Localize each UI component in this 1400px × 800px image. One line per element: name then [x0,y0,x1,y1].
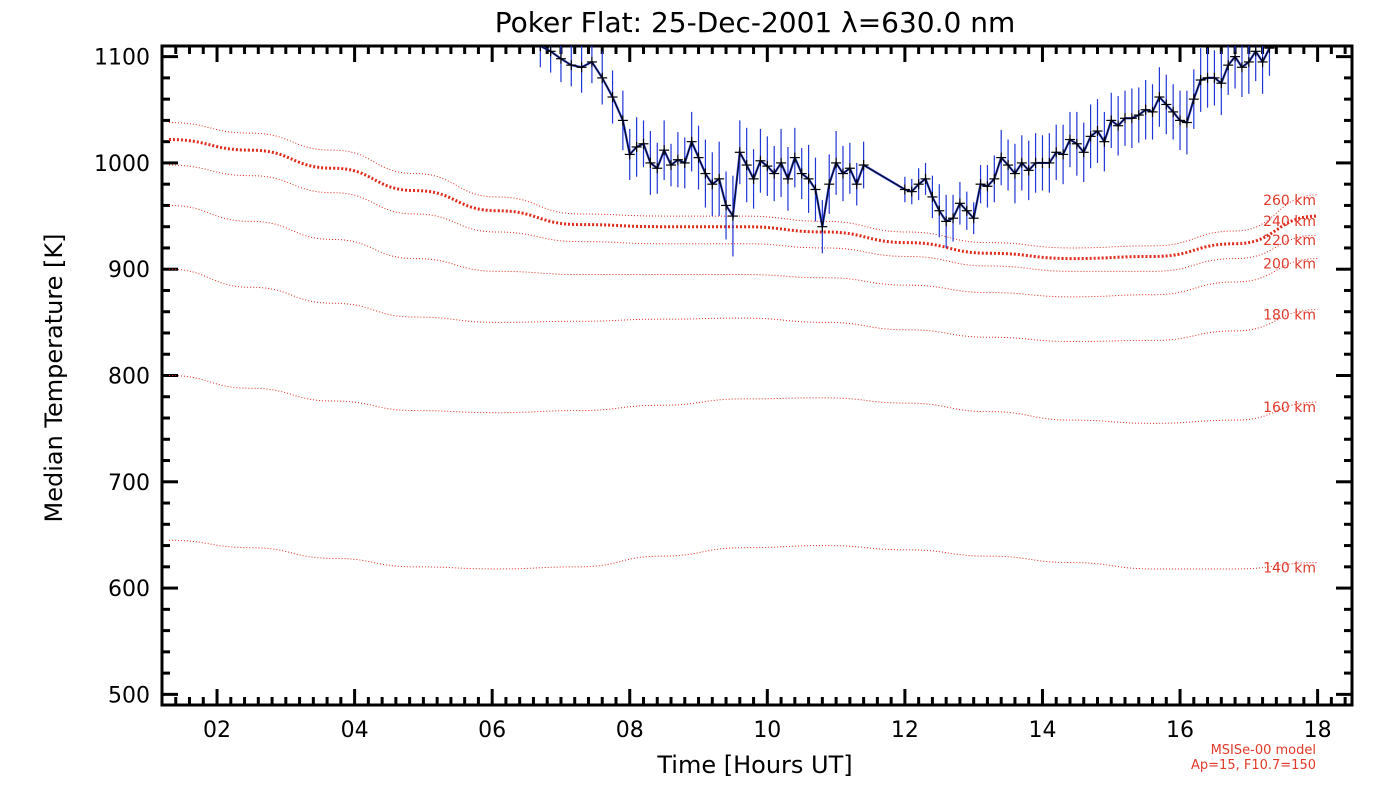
x-tick-label: 02 [203,718,231,743]
model-note-line2: Ap=15, F10.7=150 [1191,758,1316,773]
x-tick-label: 16 [1166,718,1194,743]
y-tick-label: 800 [108,365,150,390]
model-curve-label: 200 km [1263,257,1316,273]
y-axis: 500 600 700 800 900 1000 1100 [94,46,1352,708]
model-note-line1: MSISe-00 model [1211,743,1316,758]
x-tick-label: 10 [753,718,781,743]
y-tick-label: 1100 [94,46,150,71]
plot-frame [160,44,1354,707]
plot-border [160,44,1354,707]
model-curve-label: 260 km [1263,193,1316,209]
model-curve-160km [168,375,1318,424]
model-curve-220km [168,164,1318,272]
y-tick-label: 900 [108,258,150,283]
x-axis-label: Time [Hours UT] [656,751,852,779]
x-tick-label: 12 [891,718,919,743]
model-curve-label: 180 km [1263,308,1316,324]
y-tick-label: 600 [108,577,150,602]
x-tick-label: 18 [1304,718,1332,743]
y-axis-label: Median Temperature [K] [40,233,68,522]
model-curve-label: 160 km [1263,400,1316,416]
x-tick-label: 06 [478,718,506,743]
model-curve-140km [168,539,1318,570]
model-curves [168,122,1318,570]
model-curve-260km [168,122,1318,249]
model-curve-label: 240 km [1263,214,1316,230]
y-tick-label: 500 [108,683,150,708]
y-tick-label: 1000 [94,152,150,177]
y-tick-label: 700 [108,471,150,496]
model-curve-180km [168,268,1318,342]
measured-series [535,46,1275,257]
model-curve-label: 140 km [1263,561,1316,577]
chart-title: Poker Flat: 25-Dec-2001 λ=630.0 nm [495,6,1016,39]
x-tick-label: 14 [1028,718,1056,743]
x-tick-label: 08 [616,718,644,743]
x-tick-label: 04 [341,718,369,743]
x-axis: 02 04 06 08 10 12 14 16 18 [174,46,1347,743]
model-curve-label: 220 km [1263,233,1316,249]
model-curve-200km [168,204,1318,298]
